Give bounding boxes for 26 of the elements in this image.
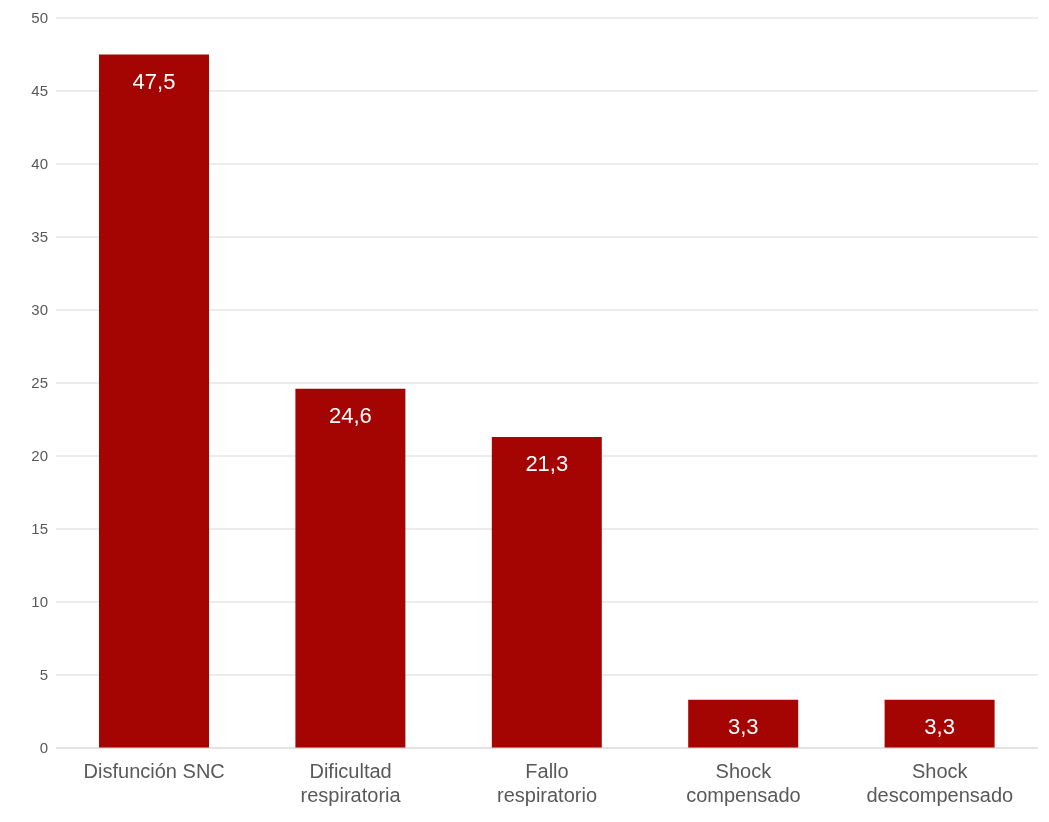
x-tick-label: Disfunción SNC <box>83 760 225 782</box>
data-label: 47,5 <box>132 68 176 94</box>
y-tick-label: 0 <box>39 739 48 757</box>
y-tick-label: 40 <box>31 155 48 173</box>
x-tick-label: Dificultad respiratoria <box>300 760 402 806</box>
data-label: 24,6 <box>328 402 372 428</box>
bar <box>884 699 995 748</box>
y-tick-label: 30 <box>31 301 48 319</box>
y-tick-label: 10 <box>31 593 48 611</box>
bar <box>99 54 209 748</box>
y-tick-label: 15 <box>31 520 48 538</box>
data-label: 3,3 <box>727 713 759 739</box>
y-tick-label: 5 <box>39 666 48 684</box>
x-tick-label: Shock compensado <box>686 760 801 806</box>
y-tick-label: 35 <box>31 228 48 246</box>
data-label: 3,3 <box>924 713 955 739</box>
x-tick-label: Fallo respiratorio <box>496 760 598 806</box>
y-tick-label: 50 <box>31 9 48 27</box>
y-tick-label: 20 <box>31 447 48 465</box>
bar <box>491 437 602 748</box>
y-tick-label: 25 <box>31 374 48 392</box>
bar <box>295 388 406 748</box>
bar <box>688 699 799 748</box>
data-label: 21,3 <box>525 451 569 477</box>
y-tick-label: 45 <box>31 82 48 100</box>
x-tick-label: Shock descompensado <box>866 760 1014 806</box>
